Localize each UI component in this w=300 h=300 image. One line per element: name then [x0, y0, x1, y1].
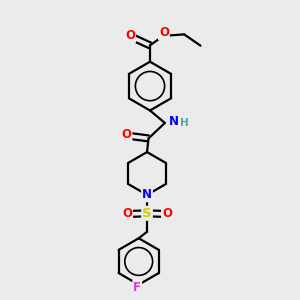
Text: O: O: [122, 207, 132, 220]
Text: O: O: [122, 128, 131, 141]
Text: O: O: [162, 207, 172, 220]
Text: F: F: [133, 280, 141, 293]
Text: O: O: [159, 26, 169, 39]
Text: O: O: [125, 29, 135, 42]
Text: H: H: [180, 118, 189, 128]
Text: N: N: [142, 188, 152, 201]
Text: S: S: [142, 207, 152, 220]
Text: N: N: [169, 115, 179, 128]
